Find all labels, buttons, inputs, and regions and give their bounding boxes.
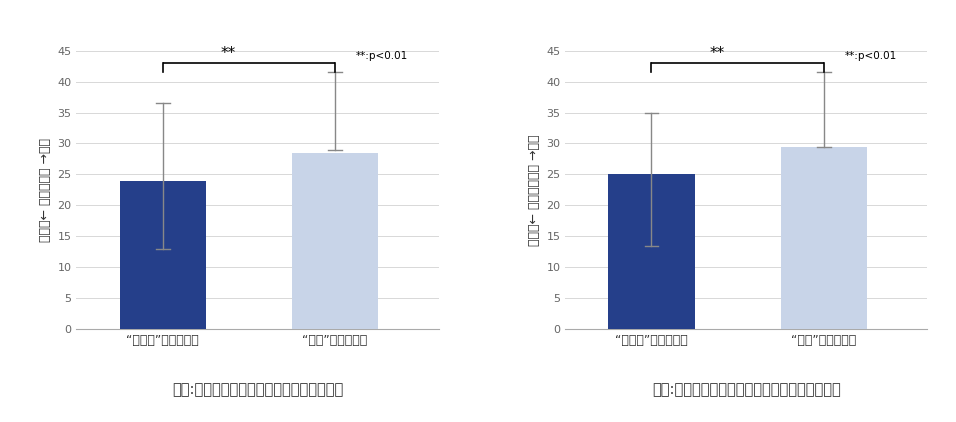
Text: **:p<0.01: **:p<0.01 [356, 51, 408, 60]
Text: 図１:全顔撮影装置による目立つ毛穴スコア: 図１:全顔撮影装置による目立つ毛穴スコア [172, 382, 343, 397]
Bar [120, 181, 206, 329]
Text: **: ** [221, 46, 236, 61]
Bar [608, 174, 695, 329]
Text: **: ** [709, 46, 725, 61]
Bar [292, 153, 379, 329]
Text: 図２:全顔撮影装置による目の周りのシワスコア: 図２:全顔撮影装置による目の周りのシワスコア [652, 382, 840, 397]
Y-axis label: 少ない← 目立つ毛穴 →多い: 少ない← 目立つ毛穴 →多い [39, 138, 52, 242]
Y-axis label: 少ない← 目もとのシワ →多い: 少ない← 目もとのシワ →多い [528, 134, 541, 246]
Text: **:p<0.01: **:p<0.01 [844, 51, 897, 60]
Bar [781, 146, 867, 329]
